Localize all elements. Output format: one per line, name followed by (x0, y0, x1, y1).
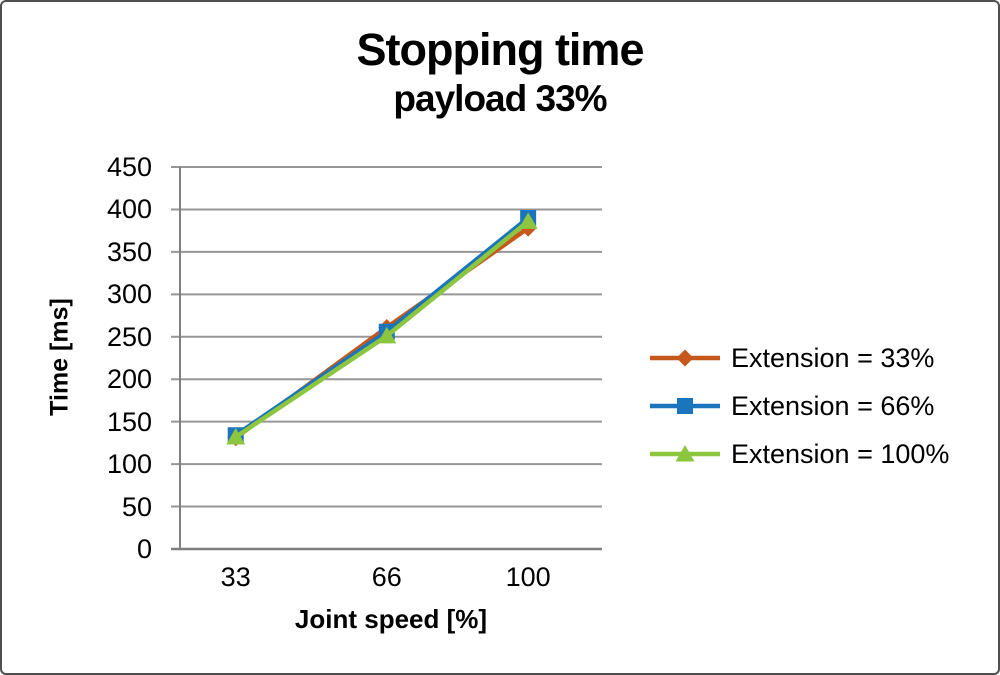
legend-label: Extension = 66% (731, 390, 935, 421)
square-marker-icon (650, 398, 720, 414)
legend: Extension = 33% Extension = 66% Extensio… (648, 343, 949, 469)
legend-item: Extension = 100% (648, 439, 949, 469)
y-tick-label: 150 (106, 406, 152, 437)
chart-title: Stopping time (356, 24, 645, 75)
diamond-marker-icon (650, 349, 720, 367)
y-tick-label: 350 (106, 236, 152, 267)
series-extension-100- (226, 212, 538, 445)
x-tick-label: 33 (220, 562, 251, 592)
chart-subtitle: payload 33% (393, 78, 607, 119)
x-tick-label: 66 (371, 562, 402, 592)
legend-label: Extension = 33% (731, 342, 935, 373)
series-extension-33- (227, 219, 537, 447)
x-axis-title: Joint speed [%] (294, 604, 488, 634)
y-tick-label: 300 (106, 279, 152, 310)
y-tick-label: 450 (106, 152, 152, 182)
y-tick-label: 200 (106, 364, 152, 395)
legend-item: Extension = 33% (648, 343, 949, 373)
y-tick-label: 50 (121, 491, 152, 522)
x-tick-label: 100 (505, 562, 551, 592)
y-tick-label: 250 (106, 321, 152, 352)
legend-item: Extension = 66% (648, 391, 949, 421)
triangle-marker-icon (650, 445, 720, 462)
series-extension-66- (227, 209, 537, 444)
y-tick-label: 100 (106, 449, 152, 480)
legend-label: Extension = 100% (731, 438, 950, 469)
y-axis-title: Time [ms] (45, 298, 74, 416)
y-tick-label: 0 (136, 534, 152, 564)
y-tick-label: 400 (106, 194, 152, 225)
